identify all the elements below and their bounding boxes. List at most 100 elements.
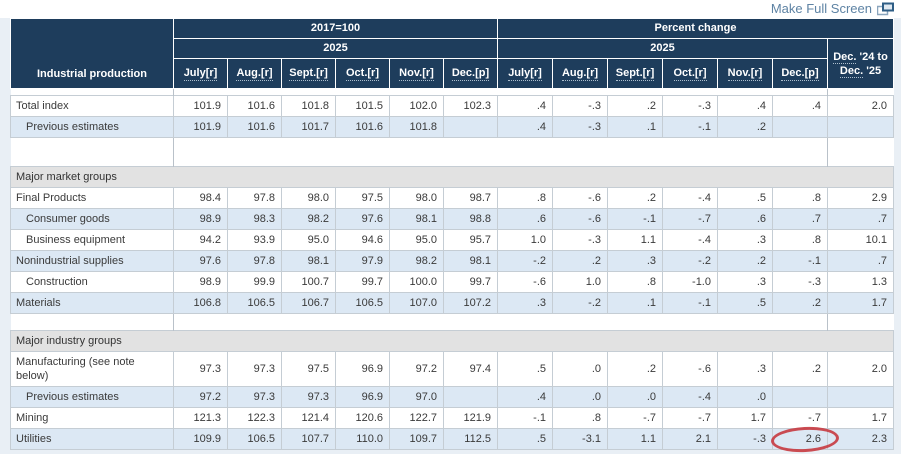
index-cell: 98.2 xyxy=(281,208,336,230)
pct-cell: .4 xyxy=(497,116,553,138)
index-cell: 107.0 xyxy=(389,292,444,314)
pct-cell: 1.1 xyxy=(607,428,663,450)
pct-cell: -.6 xyxy=(552,187,608,209)
col-header-oct-r-pct[interactable]: Oct.[r] xyxy=(662,58,718,89)
col-header-dec-p-idx[interactable]: Dec.[p] xyxy=(443,58,498,89)
index-cell: 98.9 xyxy=(173,208,228,230)
yoy-cell: 2.9 xyxy=(827,187,894,209)
index-cell: 95.7 xyxy=(443,229,498,251)
col-header-sept-r-idx[interactable]: Sept.[r] xyxy=(281,58,336,89)
index-cell: 97.3 xyxy=(227,386,282,408)
pct-cell: .2 xyxy=(552,250,608,272)
group-header-percent-change: Percent change xyxy=(497,18,894,39)
index-cell: 121.4 xyxy=(281,407,336,429)
index-cell: 98.1 xyxy=(443,250,498,272)
col-header-july-r-idx[interactable]: July[r] xyxy=(173,58,228,89)
index-cell: 101.6 xyxy=(227,95,282,117)
pct-cell: .7 xyxy=(772,208,828,230)
spacer-row xyxy=(10,137,894,167)
index-cell: 102.3 xyxy=(443,95,498,117)
pct-cell: -.3 xyxy=(772,271,828,293)
row-label-manufacturing-see-note-below: Manufacturing (see note below) xyxy=(10,351,174,387)
row-label-business-equipment: Business equipment xyxy=(10,229,174,251)
year-header-index: 2025 xyxy=(173,38,498,59)
col-header-aug-r-pct[interactable]: Aug.[r] xyxy=(552,58,608,89)
col-header-dec-p-pct[interactable]: Dec.[p] xyxy=(772,58,828,89)
index-cell: 98.7 xyxy=(443,187,498,209)
index-cell: 94.6 xyxy=(335,229,390,251)
index-cell: 102.0 xyxy=(389,95,444,117)
spacer-cell xyxy=(173,88,828,96)
col-header-sept-r-pct[interactable]: Sept.[r] xyxy=(607,58,663,89)
pct-cell: .4 xyxy=(497,386,553,408)
pct-cell: -.1 xyxy=(662,116,718,138)
pct-cell: -.1 xyxy=(607,208,663,230)
pct-cell: .2 xyxy=(607,187,663,209)
table-row: Mining 121.3 122.3 121.4 120.6 122.7 121.9 -.1.… xyxy=(10,407,894,429)
index-cell: 97.6 xyxy=(335,208,390,230)
page-top-strip xyxy=(0,0,901,18)
index-cell: 106.7 xyxy=(281,292,336,314)
col-header-oct-r-idx[interactable]: Oct.[r] xyxy=(335,58,390,89)
yoy-cell: 1.7 xyxy=(827,407,894,429)
row-label-final-products: Final Products xyxy=(10,187,174,209)
pct-cell: .8 xyxy=(497,187,553,209)
col-header-aug-r-idx[interactable]: Aug.[r] xyxy=(227,58,282,89)
pct-cell: -.2 xyxy=(662,250,718,272)
pct-cell xyxy=(772,116,828,138)
yoy-header-text: '25 xyxy=(863,64,882,77)
pct-cell: -.7 xyxy=(607,407,663,429)
index-cell: 99.7 xyxy=(443,271,498,293)
pct-cell: -.4 xyxy=(662,187,718,209)
spacer-cell xyxy=(827,88,894,96)
table-row: Construction 98.9 99.9 100.7 99.7 100.0 99.7 -.… xyxy=(10,271,894,293)
index-cell: 120.6 xyxy=(335,407,390,429)
pct-cell: .8 xyxy=(607,271,663,293)
table-row: Materials 106.8 106.5 106.7 106.5 107.0 107.2.… xyxy=(10,292,894,314)
index-cell: 97.5 xyxy=(281,351,336,387)
yoy-cell: 2.3 xyxy=(827,428,894,450)
pct-cell: -3.1 xyxy=(552,428,608,450)
row-label-materials: Materials xyxy=(10,292,174,314)
pct-cell: .2 xyxy=(607,351,663,387)
index-cell: 106.8 xyxy=(173,292,228,314)
index-cell: 106.5 xyxy=(227,428,282,450)
col-header-label: Aug.[r] xyxy=(236,67,273,81)
index-cell: 122.7 xyxy=(389,407,444,429)
index-cell: 109.7 xyxy=(389,428,444,450)
index-cell xyxy=(443,116,498,138)
index-cell: 98.3 xyxy=(227,208,282,230)
pct-cell: -.6 xyxy=(497,271,553,293)
industrial-production-table: Industrial production 2017=100 Percent c… xyxy=(10,18,894,454)
col-header-label: Sept.[r] xyxy=(615,67,655,81)
pct-cell: -.7 xyxy=(772,407,828,429)
pct-cell: -.7 xyxy=(662,407,718,429)
row-label-previous-estimates: Previous estimates xyxy=(10,116,174,138)
col-header-nov-r-idx[interactable]: Nov.[r] xyxy=(389,58,444,89)
yoy-cell: 1.3 xyxy=(827,271,894,293)
index-cell: 121.3 xyxy=(173,407,228,429)
row-label-utilities: Utilities xyxy=(10,428,174,450)
row-label-nonindustrial-supplies: Nonindustrial supplies xyxy=(10,250,174,272)
index-cell: 101.6 xyxy=(227,116,282,138)
pct-cell: -.3 xyxy=(717,428,773,450)
index-cell: 98.0 xyxy=(389,187,444,209)
pct-cell: .0 xyxy=(717,386,773,408)
make-full-screen-link[interactable]: Make Full Screen xyxy=(771,0,895,17)
col-header-july-r-pct[interactable]: July[r] xyxy=(497,58,553,89)
pct-cell: 1.0 xyxy=(552,271,608,293)
col-header-nov-r-pct[interactable]: Nov.[r] xyxy=(717,58,773,89)
index-cell: 101.7 xyxy=(281,116,336,138)
index-cell: 110.0 xyxy=(335,428,390,450)
pct-cell: .0 xyxy=(607,386,663,408)
pct-cell: -.3 xyxy=(552,229,608,251)
spacer-row xyxy=(10,313,894,331)
year-header-pct: 2025 xyxy=(497,38,828,59)
index-cell: 109.9 xyxy=(173,428,228,450)
yoy-cell xyxy=(827,386,894,408)
col-header-label: Dec.[p] xyxy=(781,67,819,81)
index-cell: 98.8 xyxy=(443,208,498,230)
index-cell: 97.8 xyxy=(227,250,282,272)
pct-cell: .0 xyxy=(552,351,608,387)
index-cell: 98.1 xyxy=(281,250,336,272)
